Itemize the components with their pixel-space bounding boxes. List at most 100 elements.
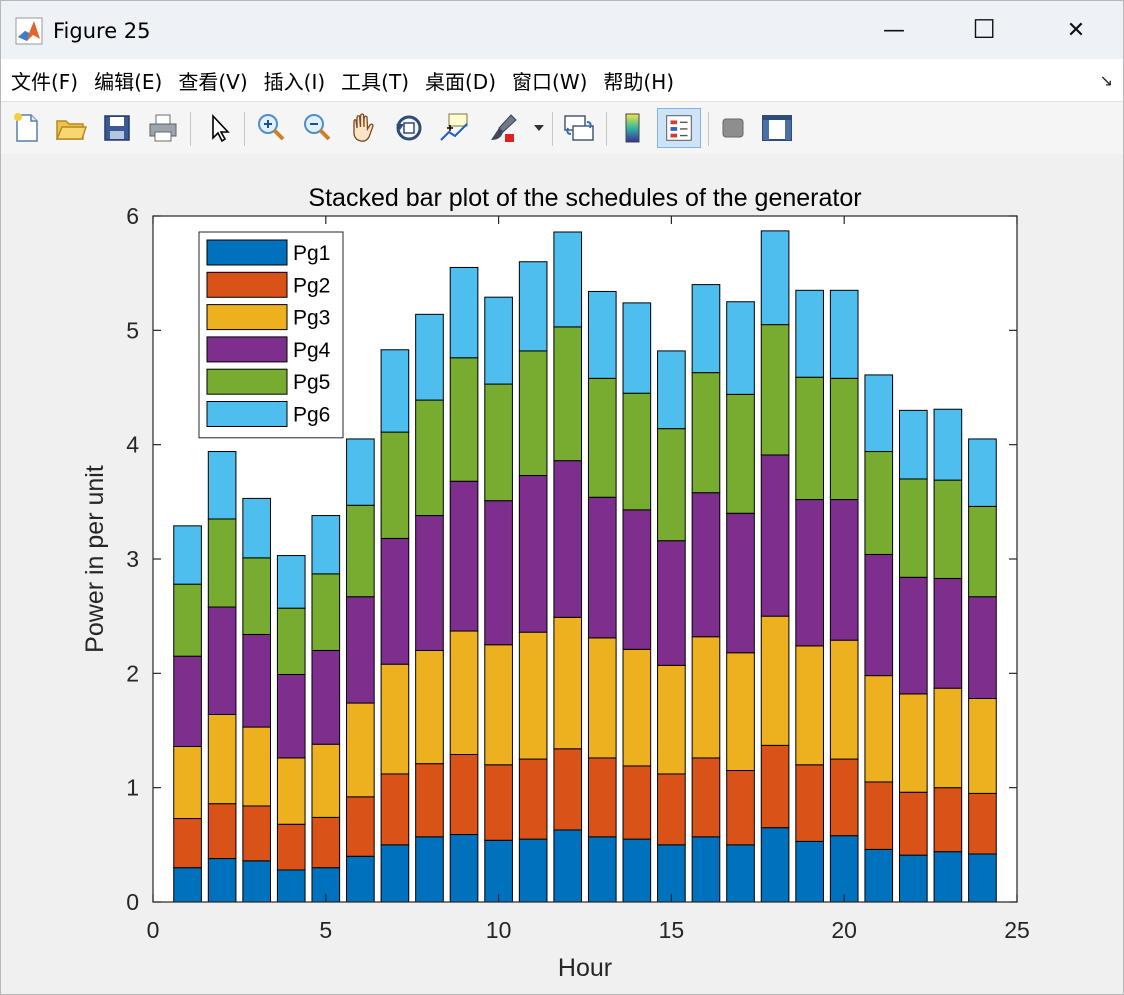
- bar-Pg3-hour-15: [657, 664, 686, 775]
- bar-Pg4-hour-19: [795, 499, 824, 647]
- bar-Pg3-hour-21: [864, 675, 894, 783]
- brush-icon[interactable]: [485, 110, 521, 146]
- bar-Pg1-hour-2: [207, 858, 237, 903]
- legend-label-Pg3: Pg3: [293, 307, 330, 330]
- bar-Pg4-hour-20: [829, 499, 859, 641]
- menu-tools[interactable]: 工具(T): [341, 69, 409, 94]
- save-icon[interactable]: [99, 110, 135, 146]
- colorbar-icon[interactable]: [615, 110, 651, 146]
- legend-swatch-Pg2: [206, 271, 288, 298]
- menu-insert[interactable]: 插入(I): [263, 69, 326, 94]
- close-button[interactable]: ✕: [1031, 1, 1121, 59]
- bar-Pg6-hour-15: [657, 350, 686, 430]
- bar-Pg4-hour-23: [933, 577, 963, 689]
- bar-Pg1-hour-19: [795, 840, 824, 903]
- bar-Pg2-hour-21: [864, 781, 894, 850]
- menu-file[interactable]: 文件(F): [11, 69, 79, 94]
- bar-Pg6-hour-8: [415, 313, 444, 401]
- bar-Pg3-hour-8: [415, 649, 444, 765]
- maximize-icon: ☐: [972, 15, 996, 45]
- bar-Pg1-hour-24: [968, 853, 997, 903]
- bar-Pg2-hour-23: [933, 787, 963, 853]
- bar-Pg3-hour-9: [449, 630, 479, 756]
- maximize-button[interactable]: ☐: [939, 1, 1029, 59]
- bar-Pg5-hour-15: [657, 428, 686, 542]
- bar-Pg5-hour-11: [518, 350, 548, 477]
- zoom-in-icon[interactable]: [253, 110, 289, 146]
- bar-Pg3-hour-3: [242, 726, 272, 807]
- zoom-out-icon[interactable]: [299, 110, 335, 146]
- menu-window[interactable]: 窗口(W): [512, 69, 588, 94]
- bar-Pg6-hour-19: [795, 289, 824, 378]
- bar-Pg2-hour-4: [276, 823, 306, 871]
- bar-Pg5-hour-16: [691, 372, 721, 494]
- menubar-overflow-icon[interactable]: ↘: [1099, 71, 1113, 90]
- bar-Pg5-hour-4: [276, 607, 306, 675]
- bar-Pg2-hour-10: [484, 764, 513, 841]
- bar-Pg3-hour-13: [587, 637, 617, 759]
- bar-Pg2-hour-14: [622, 765, 652, 840]
- window-title: Figure 25: [53, 19, 151, 43]
- bar-Pg5-hour-9: [449, 357, 479, 482]
- bar-Pg2-hour-1: [173, 818, 202, 869]
- bar-Pg2-hour-6: [346, 796, 375, 857]
- menu-desktop[interactable]: 桌面(D): [425, 69, 497, 94]
- bar-Pg6-hour-10: [484, 296, 513, 385]
- legend[interactable]: Pg1 Pg2 Pg3 Pg4 Pg5 Pg6: [198, 231, 344, 439]
- bar-Pg4-hour-16: [691, 492, 721, 638]
- bar-Pg1-hour-16: [691, 836, 721, 903]
- bar-Pg2-hour-18: [760, 744, 790, 829]
- bar-Pg5-hour-12: [553, 326, 583, 462]
- bar-Pg1-hour-8: [415, 836, 444, 903]
- bar-Pg1-hour-23: [933, 851, 963, 903]
- bar-Pg1-hour-3: [242, 860, 272, 903]
- menu-bar: 文件(F) 编辑(E) 查看(V) 插入(I) 工具(T) 桌面(D) 窗口(W…: [1, 59, 1123, 101]
- legend-swatch-Pg5: [206, 368, 288, 395]
- bar-Pg6-hour-22: [898, 409, 928, 480]
- bar-Pg5-hour-18: [760, 324, 790, 456]
- data-cursor-icon[interactable]: [437, 110, 473, 146]
- x-tick-label: 10: [486, 917, 512, 943]
- brush-dropdown-icon[interactable]: [533, 122, 545, 134]
- bar-Pg5-hour-1: [173, 583, 202, 657]
- bar-Pg5-hour-7: [380, 431, 410, 539]
- legend-label-Pg1: Pg1: [293, 242, 330, 265]
- link-plot-icon[interactable]: [561, 110, 597, 146]
- bar-Pg2-hour-5: [311, 816, 341, 869]
- menu-edit[interactable]: 编辑(E): [94, 69, 163, 94]
- legend-swatch-Pg6: [206, 401, 288, 427]
- minimize-button[interactable]: —: [849, 1, 939, 59]
- rotate-3d-icon[interactable]: [391, 110, 427, 146]
- y-axis: 0 1 2 3 4 5 6: [126, 203, 1017, 915]
- new-figure-icon[interactable]: [9, 110, 45, 146]
- legend-swatch-Pg1: [206, 239, 288, 266]
- menu-help[interactable]: 帮助(H): [603, 69, 675, 94]
- bar-Pg2-hour-12: [553, 748, 583, 831]
- pointer-icon[interactable]: [201, 110, 237, 146]
- bar-Pg4-hour-2: [207, 606, 237, 715]
- bar-Pg1-hour-18: [760, 827, 790, 903]
- bar-Pg4-hour-9: [449, 480, 479, 632]
- pan-icon[interactable]: [345, 110, 381, 146]
- bar-Pg6-hour-17: [726, 301, 755, 395]
- y-tick-label: 1: [126, 775, 139, 801]
- bar-Pg2-hour-7: [380, 773, 410, 846]
- open-file-icon[interactable]: [53, 110, 89, 146]
- bar-Pg6-hour-2: [207, 451, 237, 520]
- show-plot-tools-icon[interactable]: [759, 110, 795, 146]
- hide-plot-tools-icon[interactable]: [715, 110, 751, 146]
- bar-Pg1-hour-20: [829, 835, 859, 903]
- legend-button[interactable]: [657, 108, 701, 148]
- chart-title: Stacked bar plot of the schedules of the…: [308, 184, 861, 212]
- bar-Pg3-hour-2: [207, 713, 237, 805]
- bar-Pg5-hour-13: [587, 377, 617, 498]
- bar-Pg5-hour-21: [864, 451, 894, 555]
- bar-Pg5-hour-5: [311, 573, 341, 651]
- menu-view[interactable]: 查看(V): [178, 69, 248, 94]
- legend-swatch-Pg4: [206, 336, 288, 363]
- legend-label-Pg5: Pg5: [293, 371, 330, 394]
- bar-Pg4-hour-3: [242, 633, 272, 728]
- y-tick-label: 5: [126, 317, 139, 343]
- print-icon[interactable]: [145, 110, 181, 146]
- bar-Pg5-hour-24: [968, 505, 997, 598]
